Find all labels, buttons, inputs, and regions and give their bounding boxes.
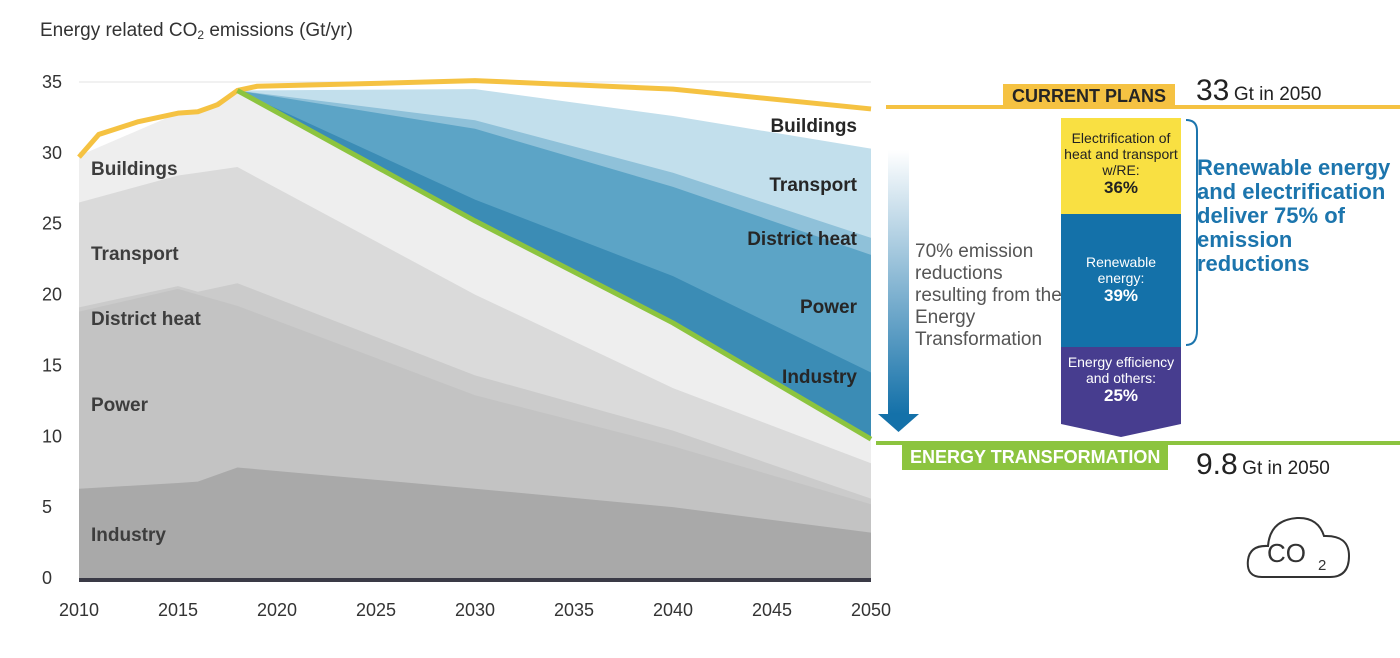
x-tick-label: 2020 [257, 600, 297, 620]
x-tick-label: 2030 [455, 600, 495, 620]
breakdown-renewable: Renewable energy: 39% [1061, 214, 1181, 347]
sector-label-right: Transport [769, 175, 857, 196]
breakdown-renewable-label: Renewable energy: [1085, 254, 1157, 286]
x-tick-label: 2015 [158, 600, 198, 620]
sector-label-right: Buildings [770, 116, 857, 137]
breakdown-electrification-label: Electrification of heat and transport w/… [1064, 130, 1178, 178]
co2-icon-subscript: 2 [1318, 557, 1326, 574]
reduction-arrow-head [878, 414, 919, 432]
x-tick-label: 2050 [851, 600, 891, 620]
y-tick-label: 25 [42, 214, 62, 234]
reduction-note: 70% emission reductions resulting from t… [915, 241, 1062, 350]
x-tick-label: 2040 [653, 600, 693, 620]
current-plans-value: 33 Gt in 2050 [1196, 74, 1322, 107]
y-tick-label: 20 [42, 285, 62, 305]
breakdown-electrification: Electrification of heat and transport w/… [1061, 118, 1181, 214]
decorations: CO 2 [876, 105, 1400, 578]
current-plans-line [77, 78, 872, 159]
y-tick-label: 10 [42, 426, 62, 446]
co2-cloud-icon: CO 2 [1246, 516, 1351, 578]
sector-label-left: Transport [91, 244, 179, 265]
baseline [79, 578, 871, 582]
sector-label-left: Industry [91, 525, 166, 546]
sector-label-right: District heat [747, 229, 857, 250]
sector-labels: Buildings Transport District heat Power Indu… [91, 116, 858, 546]
trend-lines [77, 78, 873, 442]
y-ticks: 0 5 10 15 20 25 30 35 [42, 72, 62, 588]
co2-cloud-outline [1246, 516, 1351, 578]
energy-transformation-line [236, 88, 873, 442]
sector-label-left: Power [91, 395, 149, 416]
summary-text: Renewable energy and electrification del… [1197, 155, 1391, 276]
breakdown-efficiency-value: 25% [1103, 386, 1139, 405]
breakdown-efficiency-tip [1061, 424, 1181, 437]
breakdown-renewable-value: 39% [1103, 286, 1139, 305]
breakdown-electrification-value: 36% [1103, 178, 1139, 197]
breakdown-efficiency: Energy efficiency and others: 25% [1061, 347, 1181, 424]
y-axis-label: Energy related CO2 emissions (Gt/yr) [40, 20, 353, 42]
current-plans-label: CURRENT PLANS [1003, 84, 1176, 108]
sector-label-right: Power [800, 297, 858, 318]
area-layers [79, 89, 871, 582]
energy-transformation-label: ENERGY TRANSFORMATION [902, 445, 1169, 470]
breakdown-efficiency-label: Energy efficiency and others: [1067, 354, 1175, 386]
summary-brace [1185, 119, 1198, 346]
sector-label-left: District heat [91, 309, 201, 330]
area-industry [79, 467, 871, 578]
x-tick-label: 2025 [356, 600, 396, 620]
reduction-arrow-shaft [888, 150, 909, 414]
y-tick-label: 5 [42, 497, 52, 517]
area-cp-district-heat [237, 90, 871, 440]
co2-icon-text: CO [1267, 538, 1306, 568]
x-tick-label: 2035 [554, 600, 594, 620]
x-tick-label: 2010 [59, 600, 99, 620]
x-tick-label: 2045 [752, 600, 792, 620]
sector-label-left: Buildings [91, 159, 178, 180]
energy-transformation-value: 9.8 Gt in 2050 [1196, 448, 1330, 481]
y-tick-label: 35 [42, 72, 62, 92]
y-tick-label: 15 [42, 355, 62, 375]
y-tick-label: 0 [42, 568, 52, 588]
x-ticks: 2010 2015 2020 2025 2030 2035 2040 2045 2050 [59, 600, 891, 620]
sector-label-right: Industry [782, 367, 857, 388]
y-tick-label: 30 [42, 143, 62, 163]
